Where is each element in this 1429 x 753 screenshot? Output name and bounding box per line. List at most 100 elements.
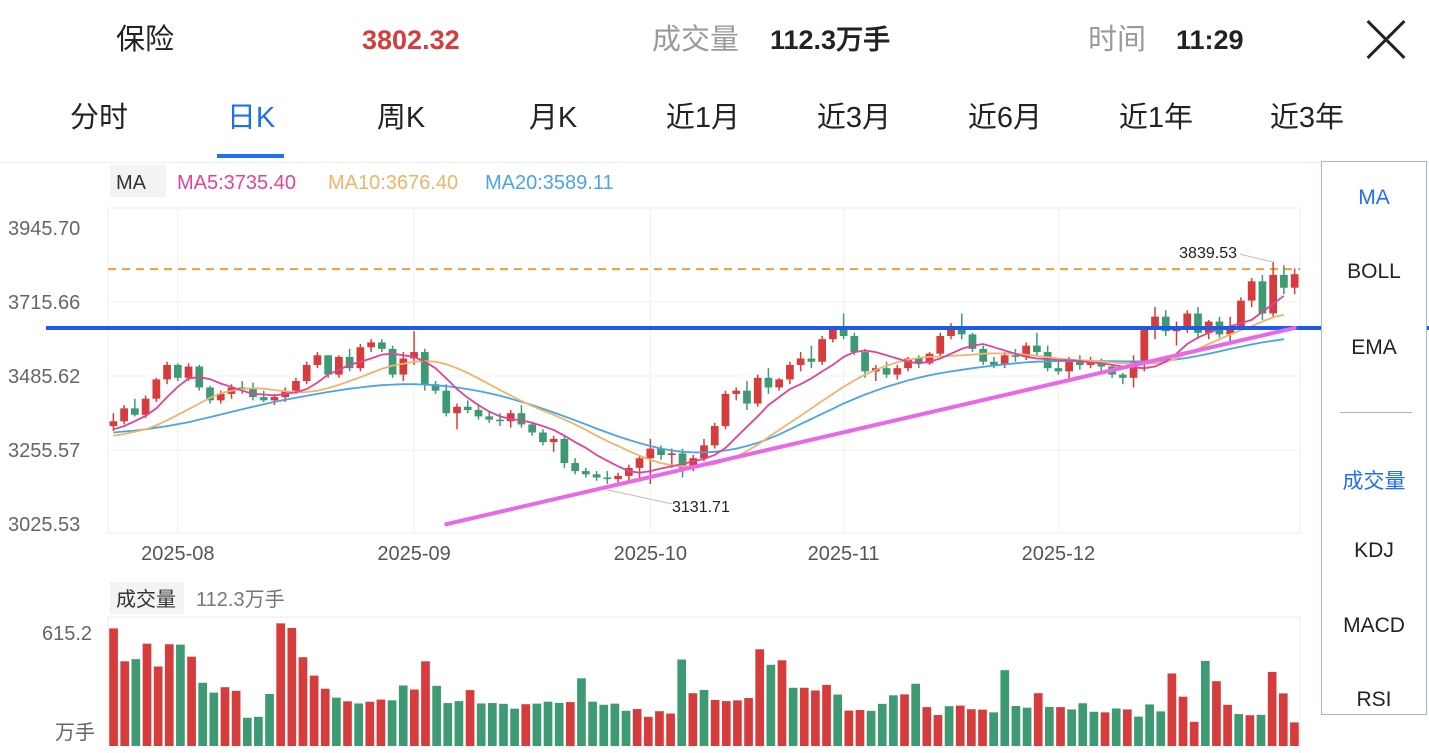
index-name: 保险 bbox=[116, 24, 175, 56]
indicator-ma[interactable]: MA bbox=[1358, 186, 1390, 209]
candle-body bbox=[571, 463, 580, 472]
candle-body bbox=[1033, 345, 1041, 353]
candle-body bbox=[216, 393, 225, 401]
volume-bar bbox=[365, 701, 375, 746]
tab-daily-k[interactable]: 日K bbox=[226, 102, 276, 134]
candle-body bbox=[1086, 361, 1095, 365]
volume-bar bbox=[332, 697, 341, 746]
volume-bar bbox=[733, 700, 742, 746]
volume-bar bbox=[1033, 693, 1043, 746]
indicator-rsi[interactable]: RSI bbox=[1356, 688, 1392, 711]
volume-panel-frame bbox=[107, 616, 1301, 753]
volume-bar bbox=[822, 684, 831, 746]
candle-body bbox=[775, 379, 784, 388]
tab-monthly-k[interactable]: 月K bbox=[528, 102, 578, 134]
volume-bar bbox=[900, 694, 909, 746]
candle-body bbox=[957, 326, 966, 335]
candle-body bbox=[721, 393, 730, 427]
indicator-volume[interactable]: 成交量 bbox=[1342, 470, 1406, 493]
candle-body bbox=[1011, 355, 1020, 357]
candle-body bbox=[1054, 368, 1063, 372]
trend-support-line bbox=[444, 325, 1297, 527]
candle-body bbox=[152, 379, 161, 399]
x-tick-label: 2025-11 bbox=[808, 543, 880, 565]
candle-body bbox=[173, 364, 182, 378]
candle-body bbox=[1000, 355, 1009, 365]
candle-body bbox=[861, 352, 869, 372]
volume-bar bbox=[1156, 711, 1166, 746]
candle-body bbox=[539, 432, 547, 443]
tab-3-years[interactable]: 近3年 bbox=[1269, 102, 1345, 134]
volume-bar bbox=[187, 656, 196, 746]
volume-bar bbox=[1134, 716, 1143, 746]
tab-3-months[interactable]: 近3月 bbox=[816, 102, 892, 134]
candle-body bbox=[904, 358, 912, 369]
volume-bar bbox=[621, 710, 631, 746]
candle-body bbox=[979, 348, 988, 362]
volume-bar bbox=[343, 701, 352, 746]
y-tick-label: 3025.53 bbox=[8, 514, 80, 536]
volume-bar bbox=[1200, 660, 1210, 746]
indicator-ema[interactable]: EMA bbox=[1351, 336, 1397, 359]
volume-bar bbox=[565, 702, 575, 746]
volume-bar bbox=[1212, 681, 1221, 746]
candle-body bbox=[667, 453, 676, 456]
volume-bar bbox=[209, 692, 219, 746]
volume-bar bbox=[1234, 714, 1244, 746]
candle-body bbox=[302, 364, 311, 382]
tab-intraday[interactable]: 分时 bbox=[69, 102, 129, 134]
candle-body bbox=[1290, 274, 1299, 288]
indicator-macd[interactable]: MACD bbox=[1343, 614, 1405, 637]
candle-body bbox=[474, 409, 483, 417]
tab-weekly-k[interactable]: 周K bbox=[376, 102, 426, 134]
candle-body bbox=[560, 438, 569, 464]
candle-body bbox=[796, 358, 805, 365]
x-tick-label: 2025-08 bbox=[141, 543, 214, 565]
candle-body bbox=[828, 329, 837, 340]
volume-bar bbox=[1067, 709, 1076, 746]
candle-body bbox=[925, 353, 934, 364]
volume-bar bbox=[866, 710, 876, 746]
candle-body bbox=[549, 438, 558, 443]
y-tick-label: 3945.70 bbox=[8, 218, 80, 240]
candle-body bbox=[990, 361, 998, 365]
volume-value-label: 112.3万手 bbox=[196, 588, 285, 611]
candle-body bbox=[1226, 326, 1235, 335]
candle-body bbox=[377, 342, 386, 349]
candle-body bbox=[109, 421, 118, 427]
indicator-kdj[interactable]: KDJ bbox=[1354, 539, 1394, 562]
volume-bar bbox=[109, 628, 118, 746]
candle-body bbox=[646, 448, 655, 459]
candle-body bbox=[882, 368, 891, 375]
high-annotation: 3839.53 bbox=[1179, 245, 1237, 262]
volume-bar bbox=[744, 698, 753, 746]
volume-bar bbox=[1100, 712, 1110, 746]
indicator-boll[interactable]: BOLL bbox=[1347, 260, 1401, 283]
tab-1-year[interactable]: 近1年 bbox=[1118, 102, 1194, 134]
x-tick-label: 2025-09 bbox=[377, 543, 450, 565]
volume-title: 成交量 bbox=[116, 588, 176, 611]
candle-body bbox=[141, 398, 150, 415]
tab-1-month[interactable]: 近1月 bbox=[665, 102, 741, 134]
ma5-line bbox=[113, 295, 1285, 474]
candle-body bbox=[1118, 374, 1127, 378]
candle-body bbox=[850, 335, 859, 353]
candle-body bbox=[1258, 281, 1267, 314]
volume-bar bbox=[198, 682, 208, 746]
y-tick-label: 3255.57 bbox=[8, 440, 80, 462]
candle-body bbox=[1237, 300, 1245, 327]
y-tick-label: 3485.62 bbox=[8, 366, 80, 388]
quote-header: 保险 3802.32 成交量 112.3万手 时间 11:29 bbox=[0, 0, 1429, 80]
volume-bar bbox=[220, 687, 230, 746]
volume-bar bbox=[755, 649, 765, 746]
volume-bar bbox=[955, 705, 965, 746]
volume-bar bbox=[610, 703, 620, 746]
tab-6-months[interactable]: 近6月 bbox=[967, 102, 1043, 134]
volume-bar bbox=[811, 690, 820, 746]
candle-body bbox=[292, 381, 300, 391]
candle-body bbox=[1140, 329, 1149, 362]
volume-bar bbox=[1122, 709, 1132, 746]
volume-bar bbox=[443, 703, 453, 746]
volume-bar bbox=[1000, 670, 1010, 746]
